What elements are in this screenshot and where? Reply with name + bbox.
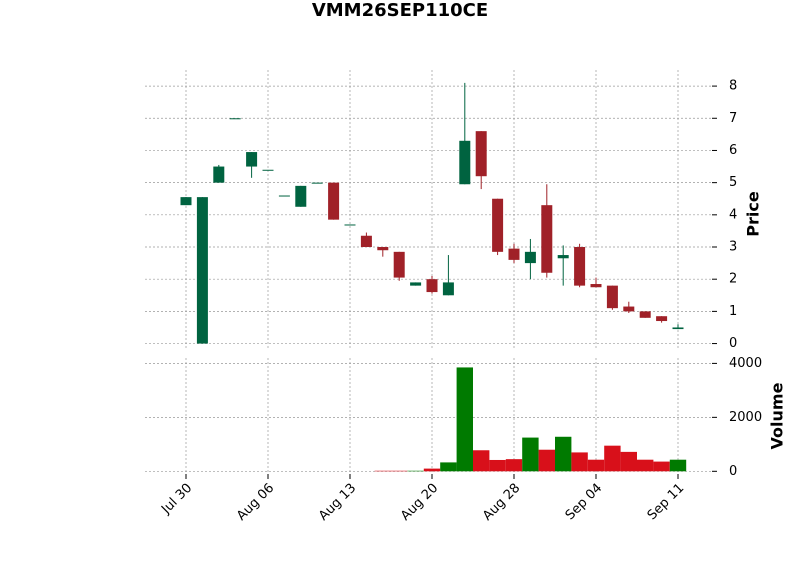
candle-body [246,152,258,167]
y-axis-label: Price [744,191,763,237]
volume-tick-label: 0 [729,464,737,479]
y-tick-label: 8 [729,79,737,94]
volume-bar [587,459,605,472]
volume-axis-label: Volume [768,382,787,449]
candle-body [229,118,241,120]
candle-body [656,316,668,322]
volume-bar [538,449,555,472]
candle-body [180,197,192,206]
volume-bar [440,462,457,472]
y-tick-label: 7 [729,111,737,126]
candle-body [508,248,520,260]
candle-body [278,195,290,197]
candle-body [262,169,274,171]
candle-body [196,197,208,344]
volume-bar [505,459,523,472]
candle-body [492,198,504,252]
y-tick-label: 6 [729,143,737,158]
candle-body [442,282,454,296]
volume-bar [407,470,424,472]
volume-bar [456,367,473,472]
candle-body [574,247,586,286]
x-tick-label: Aug 20 [398,481,441,524]
candle-body [623,306,635,312]
volume-bar [489,459,506,472]
candle-body [377,247,389,251]
volume-bar [604,445,621,472]
candle-body [672,327,684,330]
y-tick-label: 5 [729,175,737,190]
y-tick-label: 1 [729,304,737,319]
volume-bar [555,436,572,472]
candle-body [360,235,372,248]
volume-bar [423,468,441,472]
candle-body [311,182,323,184]
candle-body [606,285,618,309]
volume-bar [637,459,654,472]
candle-body [213,166,225,183]
volume-bar [571,452,588,472]
candle-body [410,282,422,286]
y-tick-label: 0 [729,336,737,351]
volume-bar [391,470,408,472]
x-tick-label: Aug 28 [480,481,523,524]
x-tick-label: Aug 06 [234,481,277,524]
candle-body [557,255,569,259]
candle-body [344,224,356,226]
candle-body [393,251,405,278]
volume-bar [653,461,670,472]
volume-bar [374,470,391,472]
candle-body [524,251,536,264]
candle-body [295,185,307,207]
volume-bar [620,451,637,472]
candle-body [328,182,340,220]
candle-body [459,140,471,185]
x-tick-label: Sep 11 [645,481,688,524]
volume-tick-label: 2000 [729,410,762,425]
y-tick-label: 4 [729,207,737,222]
x-tick-label: Aug 13 [316,481,359,524]
volume-bar [473,450,490,472]
y-tick-label: 2 [729,272,737,287]
candle-body [426,279,438,293]
candle-body [475,131,487,177]
x-tick-label: Jul 30 [158,481,195,518]
volume-tick-label: 4000 [729,356,762,371]
candle-body [590,284,602,288]
chart-title: VMM26SEP110CE [312,0,488,21]
candle-body [639,311,651,318]
volume-bar [522,437,539,472]
y-tick-label: 3 [729,240,737,255]
volume-bar [669,459,687,472]
candle-body [541,205,553,273]
x-tick-label: Sep 04 [563,481,606,524]
